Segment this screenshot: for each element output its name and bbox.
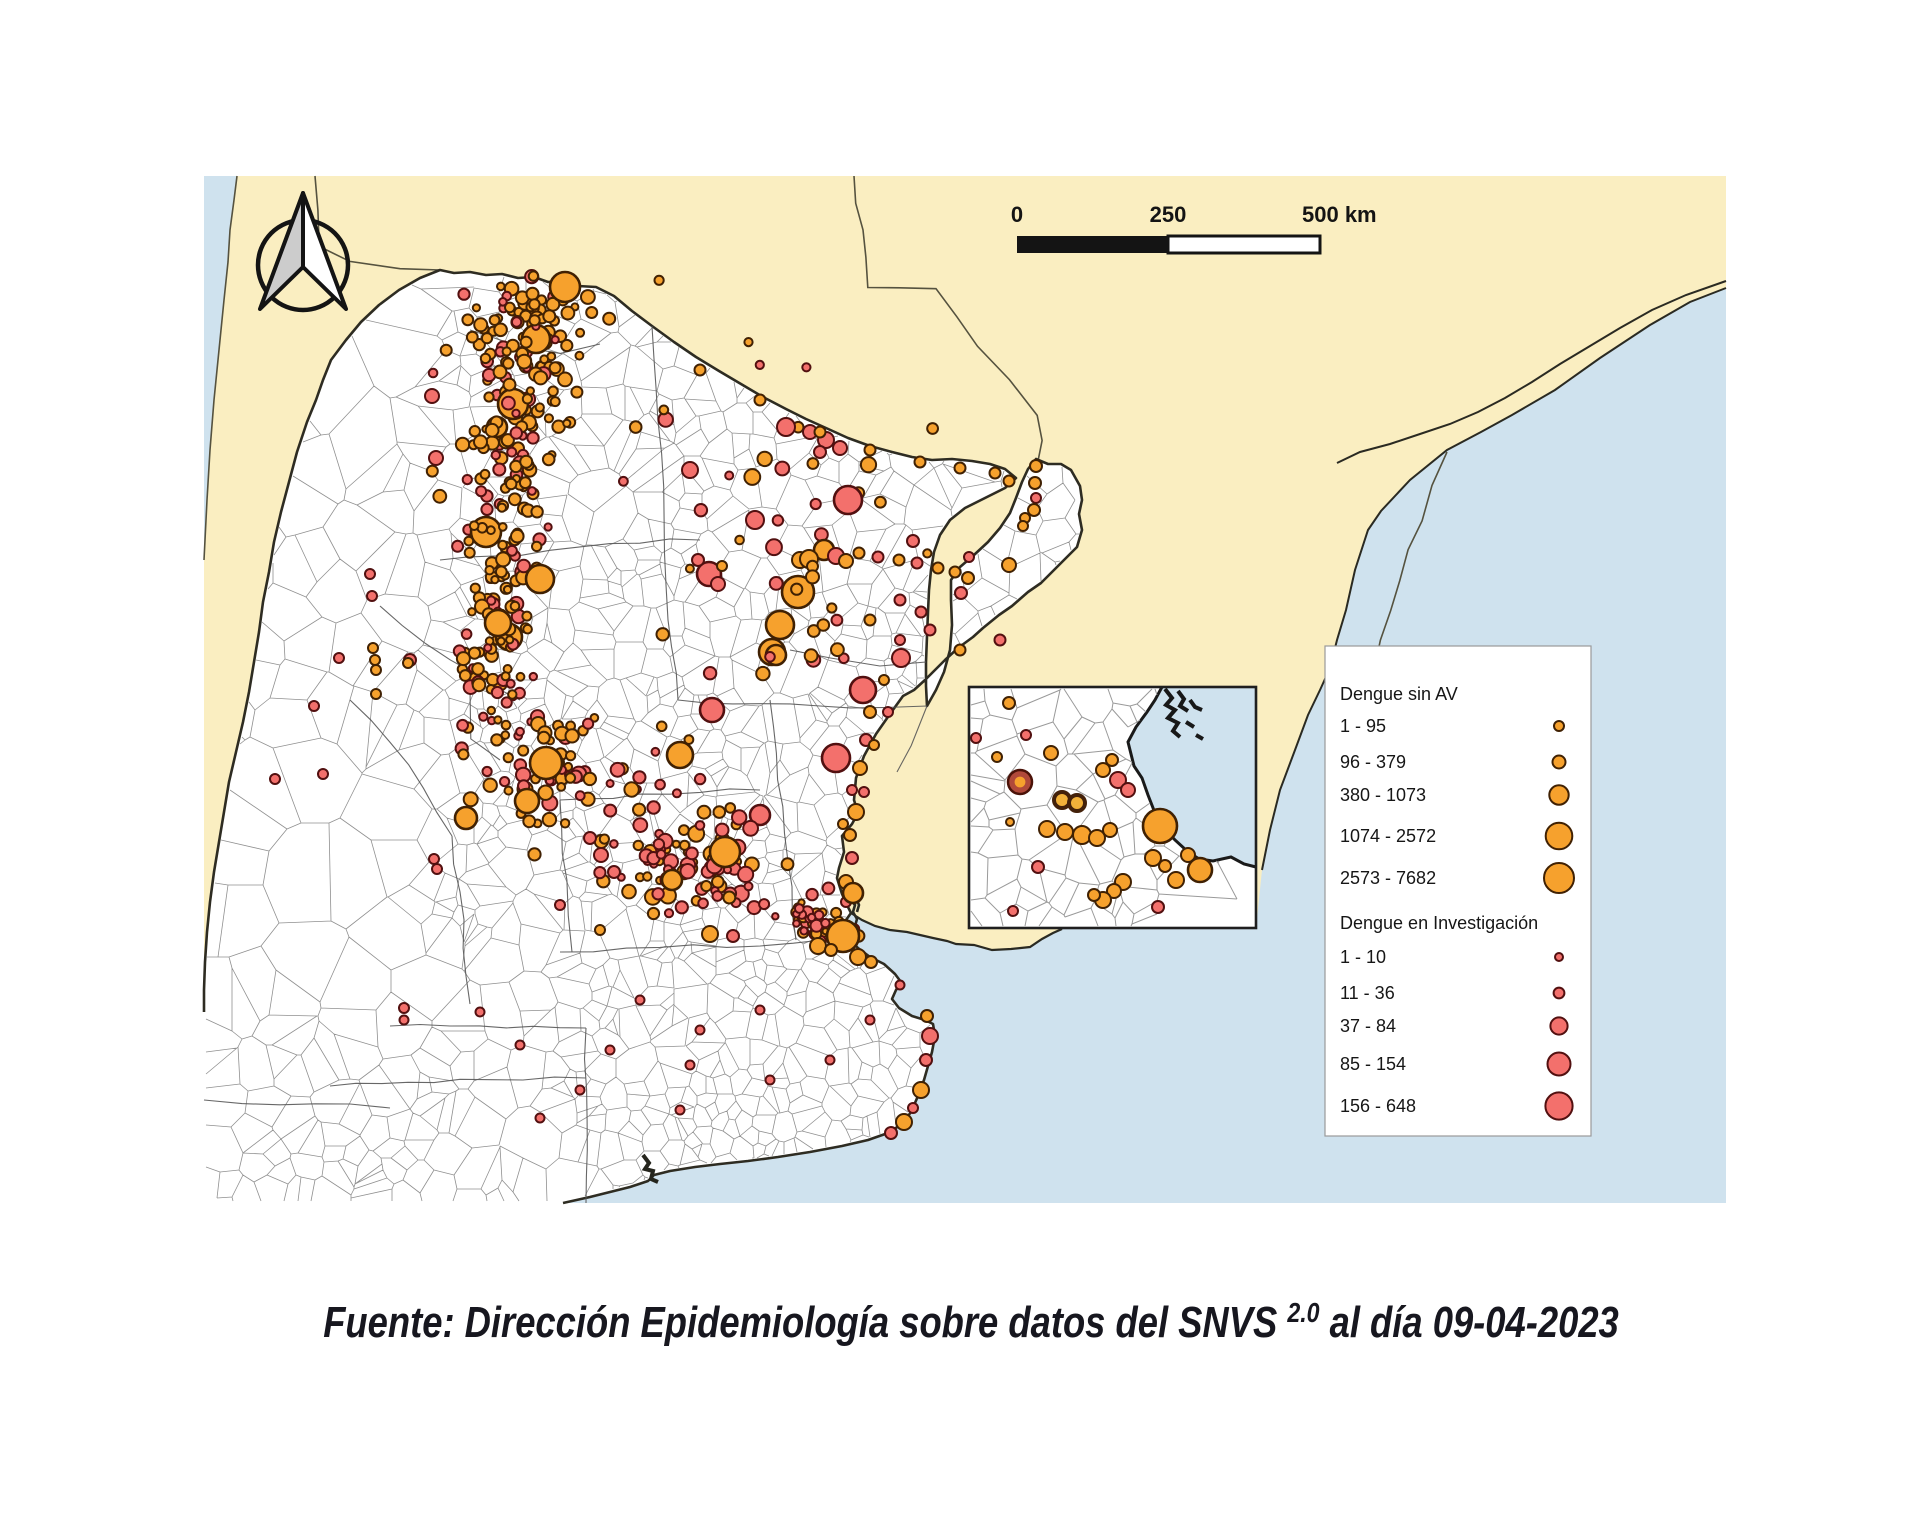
svg-text:Fuente: Dirección Epidemiologí: Fuente: Dirección Epidemiología sobre da… xyxy=(323,1297,1619,1347)
svg-text:156 - 648: 156 - 648 xyxy=(1340,1096,1416,1116)
svg-text:380 - 1073: 380 - 1073 xyxy=(1340,785,1426,805)
svg-text:0: 0 xyxy=(1011,202,1023,227)
svg-text:Dengue sin AV: Dengue sin AV xyxy=(1340,684,1458,704)
svg-text:1074 - 2572: 1074 - 2572 xyxy=(1340,826,1436,846)
svg-text:1 - 10: 1 - 10 xyxy=(1340,947,1386,967)
svg-text:500 km: 500 km xyxy=(1302,202,1377,227)
svg-text:37 - 84: 37 - 84 xyxy=(1340,1016,1396,1036)
svg-text:11 - 36: 11 - 36 xyxy=(1340,983,1395,1003)
svg-text:Dengue en Investigación: Dengue en Investigación xyxy=(1340,913,1538,933)
svg-text:250: 250 xyxy=(1150,202,1187,227)
svg-text:1 - 95: 1 - 95 xyxy=(1340,716,1386,736)
svg-text:2573 - 7682: 2573 - 7682 xyxy=(1340,868,1436,888)
svg-text:85 - 154: 85 - 154 xyxy=(1340,1054,1406,1074)
svg-text:96 - 379: 96 - 379 xyxy=(1340,752,1406,772)
